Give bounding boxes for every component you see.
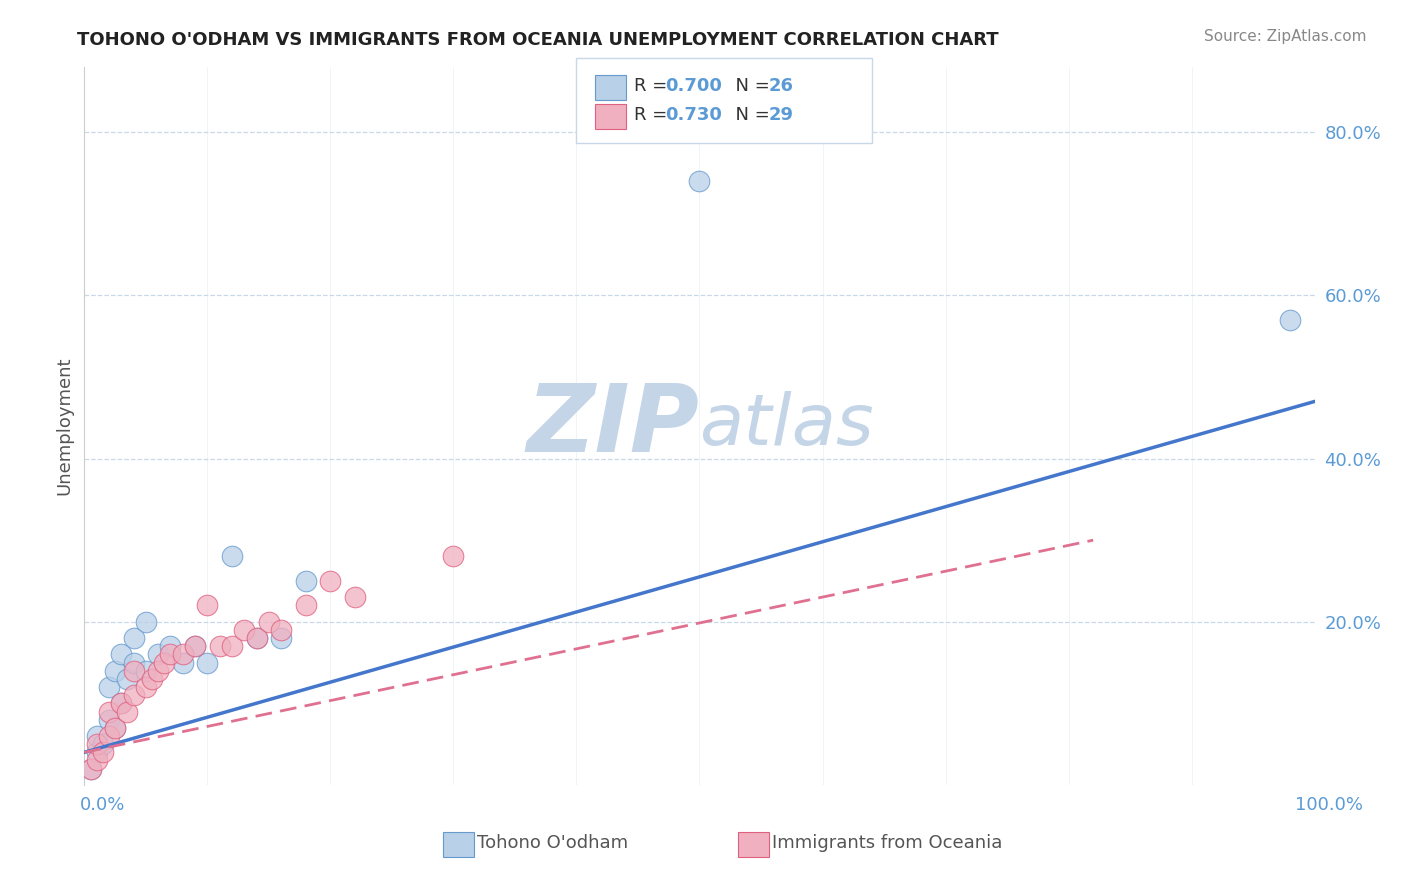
- Point: [79, 762, 101, 776]
- Point: [221, 639, 243, 653]
- Point: [110, 648, 132, 662]
- Point: [86, 745, 108, 759]
- Y-axis label: Unemployment: Unemployment: [55, 357, 73, 495]
- Point: [135, 615, 157, 629]
- Point: [86, 737, 108, 751]
- Point: [91, 745, 114, 759]
- Point: [295, 599, 318, 613]
- Text: Source: ZipAtlas.com: Source: ZipAtlas.com: [1204, 29, 1367, 44]
- Text: TOHONO O'ODHAM VS IMMIGRANTS FROM OCEANIA UNEMPLOYMENT CORRELATION CHART: TOHONO O'ODHAM VS IMMIGRANTS FROM OCEANI…: [77, 31, 998, 49]
- Point: [153, 656, 176, 670]
- Text: ZIP: ZIP: [527, 380, 700, 472]
- Point: [79, 762, 101, 776]
- Point: [98, 713, 120, 727]
- Point: [98, 705, 120, 719]
- Point: [104, 664, 127, 678]
- Point: [319, 574, 342, 588]
- Point: [141, 672, 163, 686]
- Text: N =: N =: [724, 77, 776, 95]
- Point: [197, 599, 219, 613]
- Point: [122, 664, 145, 678]
- Point: [110, 697, 132, 711]
- Point: [117, 705, 139, 719]
- Point: [91, 737, 114, 751]
- Text: atlas: atlas: [700, 392, 875, 460]
- Point: [197, 656, 219, 670]
- Text: 26: 26: [769, 77, 794, 95]
- Point: [148, 648, 170, 662]
- Point: [1279, 313, 1302, 327]
- Point: [110, 697, 132, 711]
- Point: [159, 639, 181, 653]
- Point: [221, 549, 243, 564]
- Point: [122, 656, 145, 670]
- Point: [270, 631, 292, 645]
- Text: 29: 29: [769, 106, 794, 124]
- Point: [98, 680, 120, 694]
- Point: [122, 688, 145, 702]
- Point: [117, 672, 139, 686]
- Point: [344, 591, 367, 605]
- Point: [86, 729, 108, 743]
- Text: R =: R =: [634, 106, 673, 124]
- Point: [122, 631, 145, 645]
- Point: [257, 615, 280, 629]
- Text: 100.0%: 100.0%: [1295, 796, 1362, 814]
- Point: [104, 721, 127, 735]
- Point: [270, 623, 292, 637]
- Text: 0.0%: 0.0%: [80, 796, 125, 814]
- Point: [184, 639, 207, 653]
- Point: [246, 631, 269, 645]
- Point: [208, 639, 231, 653]
- Text: R =: R =: [634, 77, 673, 95]
- Point: [148, 664, 170, 678]
- Point: [172, 656, 194, 670]
- Point: [135, 664, 157, 678]
- Text: Tohono O'odham: Tohono O'odham: [477, 834, 627, 852]
- Text: 0.700: 0.700: [665, 77, 721, 95]
- Point: [135, 680, 157, 694]
- Point: [295, 574, 318, 588]
- Point: [184, 639, 207, 653]
- Point: [104, 721, 127, 735]
- Point: [98, 729, 120, 743]
- Point: [159, 648, 181, 662]
- Point: [86, 754, 108, 768]
- Point: [689, 174, 711, 188]
- Point: [443, 549, 465, 564]
- Point: [172, 648, 194, 662]
- Text: Immigrants from Oceania: Immigrants from Oceania: [772, 834, 1002, 852]
- Point: [246, 631, 269, 645]
- Text: 0.730: 0.730: [665, 106, 721, 124]
- Point: [233, 623, 256, 637]
- Text: N =: N =: [724, 106, 776, 124]
